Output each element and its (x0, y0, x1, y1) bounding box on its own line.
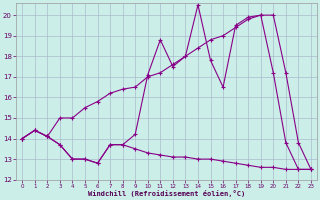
X-axis label: Windchill (Refroidissement éolien,°C): Windchill (Refroidissement éolien,°C) (88, 190, 245, 197)
